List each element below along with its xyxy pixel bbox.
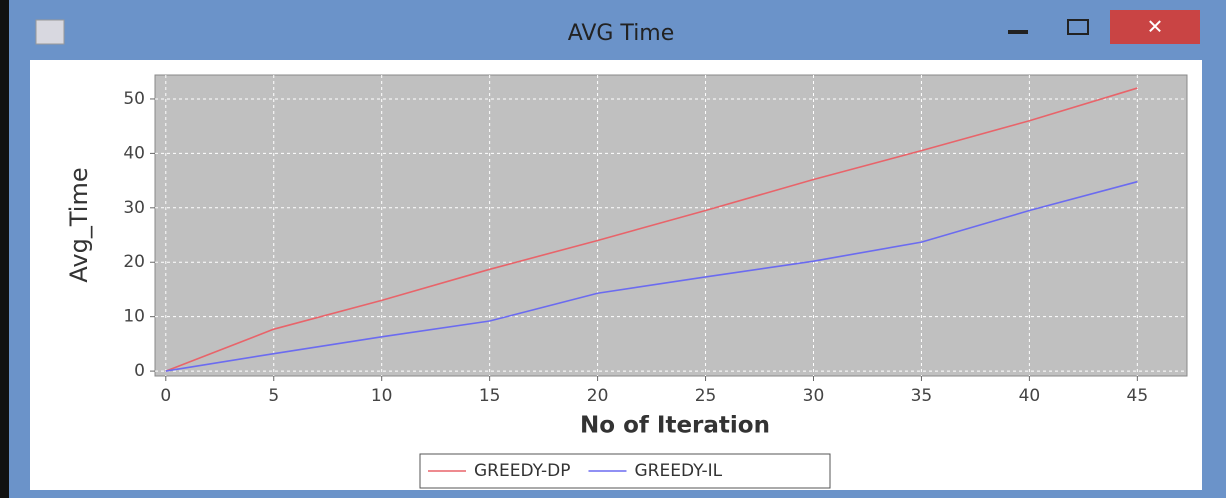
y-tick-label: 0 bbox=[134, 361, 145, 381]
y-tick-label: 20 bbox=[123, 252, 145, 272]
x-tick-label: 25 bbox=[695, 386, 717, 406]
legend-label: GREEDY-DP bbox=[474, 461, 570, 481]
series-line bbox=[165, 180, 1138, 372]
x-tick-label: 35 bbox=[911, 386, 933, 406]
x-tick-label: 15 bbox=[479, 386, 501, 406]
close-icon: ✕ bbox=[1147, 15, 1164, 39]
x-axis-label: No of Iteration bbox=[580, 413, 770, 439]
series-line bbox=[165, 87, 1138, 372]
x-tick-label: 20 bbox=[587, 386, 609, 406]
y-axis-label: Avg_Time bbox=[65, 167, 93, 282]
legend-label: GREEDY-IL bbox=[634, 461, 722, 481]
app-icon bbox=[35, 19, 65, 45]
x-tick-label: 10 bbox=[371, 386, 393, 406]
y-tick-label: 50 bbox=[123, 89, 145, 109]
minimize-button[interactable] bbox=[1008, 30, 1028, 34]
close-button[interactable] bbox=[1110, 10, 1200, 44]
left-edge bbox=[0, 0, 9, 498]
y-tick-label: 10 bbox=[123, 307, 145, 327]
x-tick-label: 5 bbox=[268, 386, 279, 406]
y-tick-label: 40 bbox=[123, 143, 145, 163]
window-title: AVG Time bbox=[568, 21, 675, 46]
x-tick-label: 0 bbox=[160, 386, 171, 406]
x-tick-label: 45 bbox=[1127, 386, 1149, 406]
x-tick-label: 30 bbox=[803, 386, 825, 406]
x-tick-label: 40 bbox=[1019, 386, 1041, 406]
maximize-button[interactable] bbox=[1067, 19, 1089, 35]
y-tick-label: 30 bbox=[123, 198, 145, 218]
